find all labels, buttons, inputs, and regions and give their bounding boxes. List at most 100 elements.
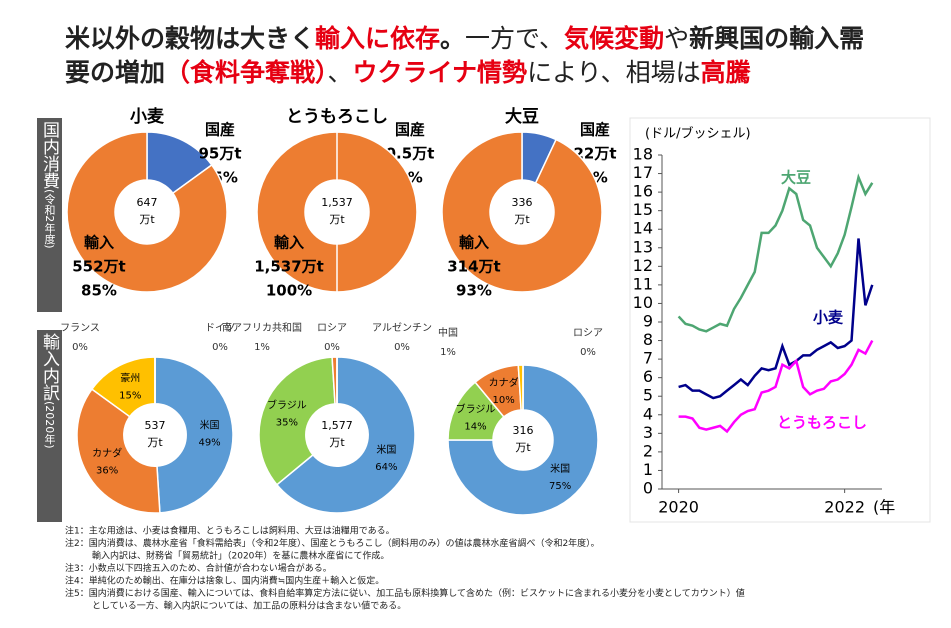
series-line — [677, 173, 874, 333]
row-label-sub: (2020年) — [43, 401, 56, 449]
center-unit: 万t — [147, 436, 163, 449]
y-tick-label: 13 — [633, 237, 653, 256]
series-label: 小麦 — [813, 309, 844, 327]
slice-category: 輸入 — [84, 234, 114, 252]
slice-percent: 0% — [72, 342, 88, 353]
center-unit: 万t — [515, 441, 531, 454]
row-label-main: 国内消費 — [39, 121, 60, 189]
slice-category: ブラジル — [456, 403, 496, 416]
headline-segment: （食料争奪戦） — [165, 58, 328, 87]
slice-percent: 0% — [212, 342, 228, 353]
y-tick-label: 0 — [643, 479, 653, 498]
slice-amount: 314万t — [447, 258, 500, 276]
slice-percent: 0% — [324, 342, 340, 353]
slice — [441, 131, 603, 293]
headline-segment: 高騰 — [701, 58, 752, 87]
chart-title: 小麦 — [130, 106, 165, 127]
y-tick-label: 17 — [633, 163, 653, 182]
center-unit: 万t — [329, 213, 345, 226]
y-tick-label: 1 — [643, 460, 653, 479]
headline-segment: や — [664, 24, 689, 53]
row-label-main: 輸入内訳 — [39, 333, 60, 401]
row-label-box — [37, 118, 62, 312]
series-line — [678, 339, 874, 434]
center-total: 316 — [513, 424, 534, 437]
slice-percent: 49% — [198, 437, 220, 448]
row-label-sub: (令和2年度) — [43, 189, 56, 249]
x-tick-label: 2020 — [658, 498, 699, 517]
x-tick-label: 2022 — [824, 498, 865, 517]
slice-percent: 93% — [456, 282, 492, 300]
slice-percent: 36% — [96, 465, 118, 476]
slice-percent: 15% — [119, 390, 141, 401]
slice-percent: 1% — [254, 342, 270, 353]
headline-segment: 、 — [328, 58, 353, 87]
y-axis-label: (ドル/ブッシェル) — [645, 126, 751, 142]
note: 注3：小数点以下四捨五入のため、合計値が合わない場合がある。 — [65, 562, 332, 574]
slice-percent: 100% — [266, 282, 312, 300]
slice-category: 国産 — [395, 121, 425, 139]
slice-category: 輸入 — [459, 234, 489, 252]
y-tick-label: 5 — [643, 386, 653, 405]
center-total: 537 — [145, 419, 166, 432]
slice-category: 国産 — [205, 121, 235, 139]
slice — [447, 364, 599, 516]
slice-category: 米国 — [550, 462, 570, 475]
slice-category: カナダ — [92, 446, 122, 459]
slice-category: ロシア — [573, 328, 603, 339]
y-tick-label: 9 — [643, 312, 653, 331]
note: 注5：国内消費における国産、輸入については、食料自給率算定方法に従い、加工品も原… — [65, 587, 745, 599]
slice-category: カナダ — [489, 376, 519, 389]
chart-title: 大豆 — [505, 106, 539, 127]
center-total: 647 — [137, 196, 158, 209]
note: 輸入内訳は、財務省「貿易統計」（2020年）を基に農林水産省にて作成。 — [65, 550, 389, 562]
slice — [66, 131, 228, 293]
slice-percent: 10% — [493, 395, 515, 406]
slice-amount: 95万t — [198, 145, 241, 163]
slice-category: ドイツ — [205, 323, 235, 334]
slice-category: 国産 — [580, 121, 610, 139]
slice-percent: 0% — [580, 347, 596, 358]
y-tick-label: 6 — [643, 367, 653, 386]
slice-category: 南アフリカ共和国 — [222, 321, 302, 334]
y-tick-label: 3 — [643, 423, 653, 442]
headline-segment: 。 — [440, 24, 465, 53]
y-tick-label: 4 — [643, 404, 653, 423]
center-total: 1,577 — [321, 419, 353, 432]
y-tick-label: 10 — [633, 293, 653, 312]
headline-segment: 一方で、 — [465, 24, 564, 53]
slice — [275, 356, 416, 514]
slice-amount: 1,537万t — [254, 258, 324, 276]
y-tick-label: 12 — [633, 256, 653, 275]
note: 注1：主な用途は、小麦は食糧用、とうもろこしは飼料用、大豆は油糧用である。 — [65, 525, 395, 537]
y-tick-label: 7 — [643, 349, 653, 368]
row-label-box — [37, 330, 62, 522]
slice-percent: 35% — [276, 417, 298, 428]
line-panel — [629, 117, 931, 523]
center-unit: 万t — [139, 213, 155, 226]
center-unit: 万t — [329, 436, 345, 449]
headline-segment: 新興国の輸入需 — [689, 24, 864, 53]
note: 注4：単純化のため輸出、在庫分は捨象し、国内消費≒国内生産＋輸入と仮定。 — [65, 575, 384, 587]
center-total: 1,537 — [321, 196, 353, 209]
y-tick-label: 14 — [633, 219, 653, 238]
series-label: とうもろこし — [777, 414, 867, 432]
row-label: 国内消費(令和2年度) — [39, 121, 60, 249]
slice-amount: 552万t — [72, 258, 125, 276]
slice-percent: 75% — [549, 481, 571, 492]
slice-amount: 0.5万t — [386, 145, 435, 163]
y-tick-label: 2 — [643, 441, 653, 460]
slice — [258, 356, 336, 486]
chart-title: とうもろこし — [286, 107, 388, 127]
headline-segment: 気候変動 — [564, 24, 664, 53]
slice-percent: 0% — [394, 342, 410, 353]
slice-amount: 22万t — [573, 145, 616, 163]
slice-percent: 64% — [375, 462, 397, 473]
note: 注2：国内消費は、農林水産省「食料需給表」（令和2年度）、国産とうもろこし（飼料… — [65, 537, 600, 549]
slice-category: アルゼンチン — [372, 322, 432, 334]
slice-category: ブラジル — [267, 398, 307, 411]
center-unit: 万t — [514, 213, 530, 226]
slice-category: 中国 — [438, 326, 458, 339]
y-tick-label: 15 — [633, 200, 653, 219]
